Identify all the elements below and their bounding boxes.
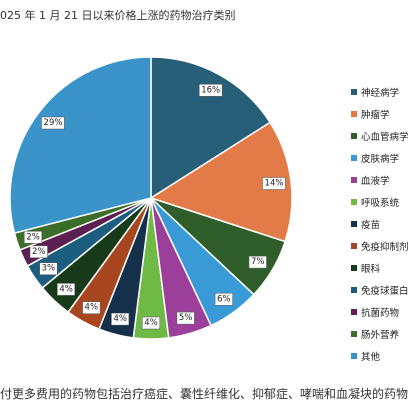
- legend-label: 心血管病学: [361, 132, 409, 143]
- legend-swatch: [351, 243, 357, 249]
- slice-label: 4%: [142, 316, 161, 330]
- slice-label-text: 5%: [179, 313, 193, 323]
- slice-label-text: 4%: [144, 318, 158, 328]
- slice-label: 16%: [198, 84, 223, 97]
- chart-footnote: 付更多费用的药物包括治疗癌症、囊性纤维化、抑郁症、哮喘和血凝块的药物: [0, 387, 409, 401]
- legend-label: 抗菌药物: [361, 308, 400, 319]
- legend-swatch: [351, 265, 357, 271]
- legend-item: 抗菌药物: [351, 301, 409, 323]
- slice-label-box: [39, 262, 58, 275]
- slice-label-text: 2%: [26, 232, 40, 242]
- slice-label: 4%: [57, 283, 76, 296]
- legend-label: 其他: [361, 352, 381, 363]
- pie-slice: [150, 56, 272, 200]
- legend-item: 其他: [351, 345, 409, 367]
- slice-label-text: 6%: [217, 294, 231, 304]
- slice-label-text: 4%: [113, 314, 127, 324]
- chart-legend: 神经病学肿瘤学心血管病学皮肤病学血液学呼吸系统疫苗免疫抑制剂眼科免疫球蛋白抗菌药…: [351, 81, 409, 367]
- legend-item: 皮肤病学: [351, 147, 409, 169]
- slice-label-box: [111, 312, 130, 326]
- legend-swatch: [351, 155, 357, 161]
- slice-label: 29%: [41, 116, 65, 130]
- slice-label-text: 7%: [251, 257, 265, 267]
- chart-title: 025 年 1 月 21 日以来价格上涨的药物治疗类别: [0, 9, 236, 22]
- legend-item: 疫苗: [351, 213, 409, 235]
- legend-swatch: [351, 133, 357, 139]
- slice-label-box: [57, 283, 76, 296]
- slice-label-text: 3%: [42, 264, 56, 274]
- legend-swatch: [351, 89, 357, 95]
- legend-item: 肠外营养: [351, 323, 409, 345]
- legend-swatch: [351, 287, 357, 293]
- legend-label: 眼科: [361, 264, 381, 275]
- slice-label-text: 4%: [59, 284, 73, 294]
- slice-label-text: 2%: [32, 247, 46, 257]
- legend-swatch: [351, 221, 357, 227]
- legend-label: 免疫抑制剂: [361, 242, 409, 253]
- legend-item: 免疫抑制剂: [351, 235, 409, 257]
- slice-label: 5%: [176, 311, 195, 325]
- slice-label-box: [24, 231, 43, 244]
- legend-label: 神经病学: [361, 88, 400, 99]
- slice-label-box: [214, 293, 233, 306]
- slice-label-text: 14%: [265, 179, 284, 189]
- slice-label-text: 16%: [201, 85, 220, 95]
- legend-item: 肿瘤学: [351, 103, 409, 125]
- slice-label: 7%: [248, 255, 267, 269]
- slice-label: 2%: [24, 231, 43, 244]
- slice-label: 2%: [29, 245, 48, 259]
- slice-label-box: [248, 255, 267, 269]
- legend-item: 呼吸系统: [351, 191, 409, 213]
- slice-label-box: [82, 301, 101, 314]
- pie-chart: 16%14%7%6%5%4%4%4%4%3%2%2%29%: [9, 56, 293, 340]
- slice-label-text: 29%: [44, 118, 63, 128]
- slice-label-box: [29, 245, 48, 259]
- slice-label: 3%: [39, 262, 58, 275]
- slice-label-box: [142, 316, 161, 330]
- slice-label-box: [41, 116, 65, 130]
- legend-swatch: [351, 353, 357, 359]
- pie-slice: [149, 121, 293, 243]
- legend-item: 免疫球蛋白: [351, 279, 409, 301]
- legend-swatch: [351, 111, 357, 117]
- legend-item: 眼科: [351, 257, 409, 279]
- legend-swatch: [351, 199, 357, 205]
- slice-label: 4%: [111, 312, 130, 326]
- slice-label: 4%: [82, 301, 101, 314]
- legend-label: 呼吸系统: [361, 198, 400, 209]
- legend-item: 心血管病学: [351, 125, 409, 147]
- legend-swatch: [351, 177, 357, 183]
- slice-label-box: [198, 84, 223, 97]
- pie-slice: [9, 56, 152, 234]
- slice-label: 14%: [262, 177, 286, 190]
- slice-label-text: 4%: [85, 303, 99, 313]
- legend-item: 血液学: [351, 169, 409, 191]
- legend-label: 肿瘤学: [361, 110, 390, 121]
- slice-label: 6%: [214, 293, 233, 306]
- legend-label: 免疫球蛋白: [361, 286, 409, 297]
- slice-label-box: [176, 311, 195, 325]
- slice-label-box: [262, 177, 286, 190]
- legend-swatch: [351, 309, 357, 315]
- legend-label: 疫苗: [361, 220, 381, 231]
- legend-item: 神经病学: [351, 81, 409, 103]
- legend-label: 皮肤病学: [361, 154, 400, 165]
- legend-label: 肠外营养: [361, 330, 400, 341]
- legend-label: 血液学: [361, 176, 390, 187]
- legend-swatch: [351, 331, 357, 337]
